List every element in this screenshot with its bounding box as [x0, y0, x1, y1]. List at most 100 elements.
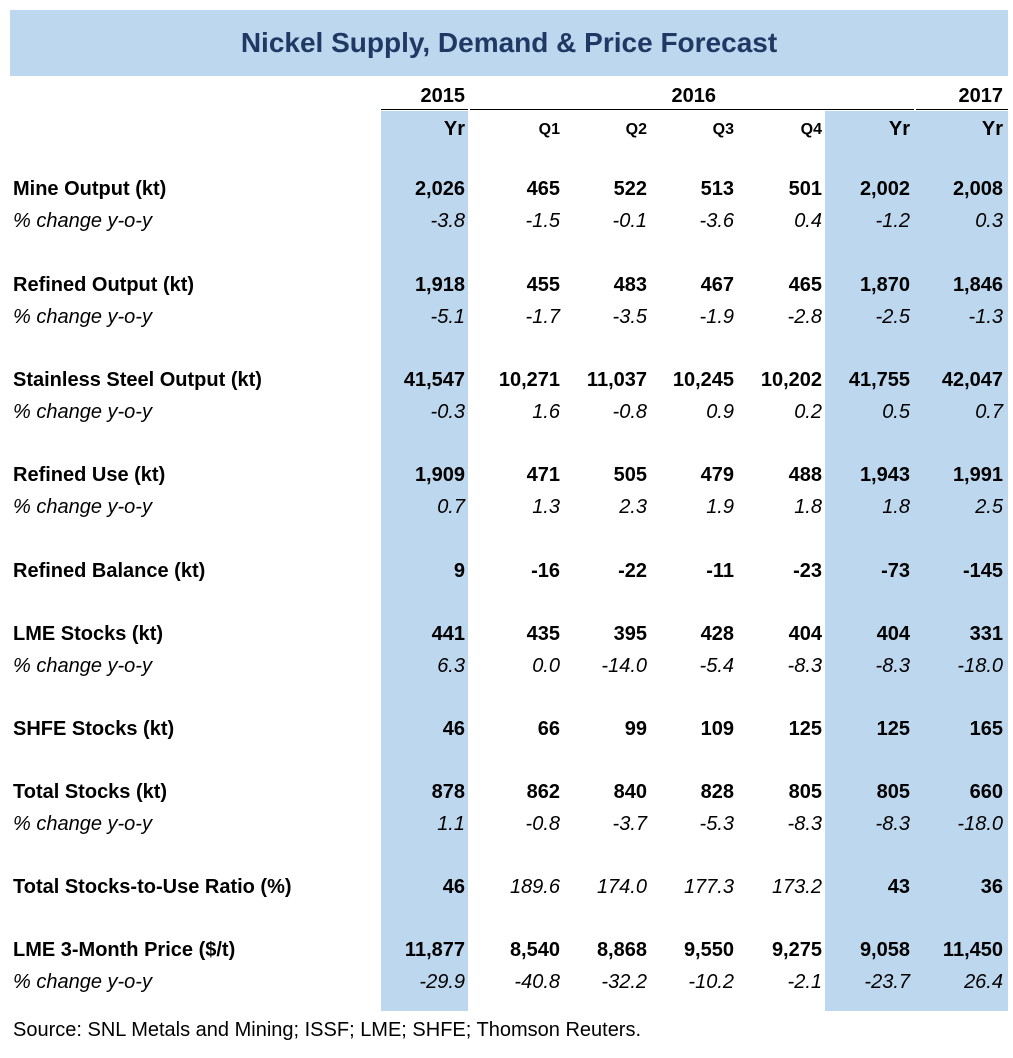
row-label: % change y-o-y	[13, 496, 152, 518]
table-cell: 840	[613, 781, 647, 803]
table-cell: 1.9	[706, 496, 734, 518]
row-label: % change y-o-y	[13, 813, 152, 835]
table-cell: 66	[537, 718, 560, 740]
table-cell: 41,755	[848, 369, 910, 391]
table-cell: 46	[442, 876, 465, 898]
row-label: Total Stocks (kt)	[13, 781, 168, 803]
table-cell: -3.7	[612, 813, 647, 835]
table-cell: 1,991	[952, 464, 1003, 486]
table-cell: 174.0	[596, 876, 647, 898]
table-cell: 125	[788, 718, 822, 740]
table-cell: 404	[876, 623, 910, 645]
table-cell: 165	[969, 718, 1003, 740]
row-label: % change y-o-y	[13, 306, 152, 328]
table-cell: 2.3	[619, 496, 647, 518]
row-label: % change y-o-y	[13, 971, 152, 993]
table-cell: -2.8	[787, 306, 822, 328]
table-cell: -8.3	[787, 813, 822, 835]
col-head-q1: Q1	[538, 121, 560, 138]
table-cell: 1,909	[414, 464, 465, 486]
table-cell: -8.3	[787, 655, 822, 677]
table-cell: -18.0	[957, 655, 1003, 677]
row-label: % change y-o-y	[13, 210, 152, 232]
row-label: LME 3-Month Price ($/t)	[13, 939, 236, 961]
table-cell: -3.5	[612, 306, 647, 328]
table-cell: -2.1	[787, 971, 822, 993]
table-cell: 0.7	[437, 496, 465, 518]
table-cell: 828	[700, 781, 734, 803]
table-cell: 522	[613, 178, 647, 200]
table-cell: 404	[788, 623, 822, 645]
table-cell: 1,918	[414, 274, 465, 296]
table-cell: -8.3	[875, 655, 910, 677]
table-cell: -5.3	[699, 813, 734, 835]
year-2016: 2016	[671, 85, 717, 107]
table-cell: 6.3	[437, 655, 465, 677]
table-cell: 11,037	[586, 369, 647, 391]
table-cell: 660	[969, 781, 1003, 803]
table-cell: 862	[526, 781, 560, 803]
table-cell: 42,047	[941, 369, 1003, 391]
table-cell: 2,008	[952, 178, 1003, 200]
table-cell: 43	[887, 876, 910, 898]
table-cell: -5.1	[430, 306, 465, 328]
table-cell: -23.7	[864, 971, 910, 993]
table-cell: 11,877	[404, 939, 465, 961]
col-head-2015-yr: Yr	[443, 118, 465, 140]
table-cell: -18.0	[957, 813, 1003, 835]
table-cell: 805	[876, 781, 910, 803]
table-cell: -145	[962, 560, 1003, 582]
year-2017: 2017	[958, 85, 1004, 107]
table-cell: 1.8	[794, 496, 822, 518]
table-cell: 2,002	[859, 178, 910, 200]
table-cell: -40.8	[514, 971, 560, 993]
table-cell: 0.2	[794, 401, 822, 423]
table-cell: -29.9	[419, 971, 465, 993]
table-cell: -14.0	[601, 655, 647, 677]
table-cell: 173.2	[771, 876, 822, 898]
year-2017-underline	[916, 109, 1008, 110]
table-cell: 9,058	[859, 939, 910, 961]
table-cell: 36	[980, 876, 1003, 898]
table-cell: -2.5	[875, 306, 910, 328]
shade-2016-yr-2017-yr	[825, 111, 1008, 1011]
table-cell: 501	[788, 178, 822, 200]
table-cell: 41,547	[403, 369, 465, 391]
table-cell: 10,271	[498, 369, 560, 391]
table-cell: 0.3	[975, 210, 1003, 232]
table-cell: 805	[788, 781, 822, 803]
table-cell: 1.8	[882, 496, 910, 518]
table-cell: 1,846	[952, 274, 1003, 296]
table-cell: -8.3	[875, 813, 910, 835]
row-label: Refined Use (kt)	[13, 464, 166, 486]
row-label: Mine Output (kt)	[13, 178, 167, 200]
table-cell: -1.2	[875, 210, 910, 232]
table-cell: -0.8	[525, 813, 560, 835]
table-cell: 455	[526, 274, 560, 296]
table-cell: 513	[700, 178, 734, 200]
table-cell: 8,540	[509, 939, 560, 961]
year-2015: 2015	[420, 85, 466, 107]
table-cell: 435	[526, 623, 560, 645]
table-title: Nickel Supply, Demand & Price Forecast	[240, 27, 778, 58]
table-cell: 177.3	[683, 876, 734, 898]
year-2016-underline	[470, 109, 914, 110]
table-cell: 0.4	[794, 210, 822, 232]
table-cell: -23	[793, 560, 822, 582]
col-head-2017-yr: Yr	[981, 118, 1003, 140]
table-cell: 10,245	[672, 369, 734, 391]
col-head-q3: Q3	[712, 121, 734, 138]
table-cell: 395	[613, 623, 647, 645]
table-cell: -3.6	[699, 210, 734, 232]
row-label: SHFE Stocks (kt)	[13, 718, 175, 740]
table-cell: 99	[624, 718, 647, 740]
table-cell: -1.9	[699, 306, 734, 328]
table-cell: -1.3	[968, 306, 1003, 328]
table-cell: 465	[526, 178, 560, 200]
table-cell: -73	[881, 560, 910, 582]
table-cell: 505	[613, 464, 647, 486]
col-head-2016-yr: Yr	[888, 118, 910, 140]
table-cell: 1,870	[859, 274, 910, 296]
table-cell: 483	[613, 274, 647, 296]
table-cell: 26.4	[964, 971, 1003, 993]
